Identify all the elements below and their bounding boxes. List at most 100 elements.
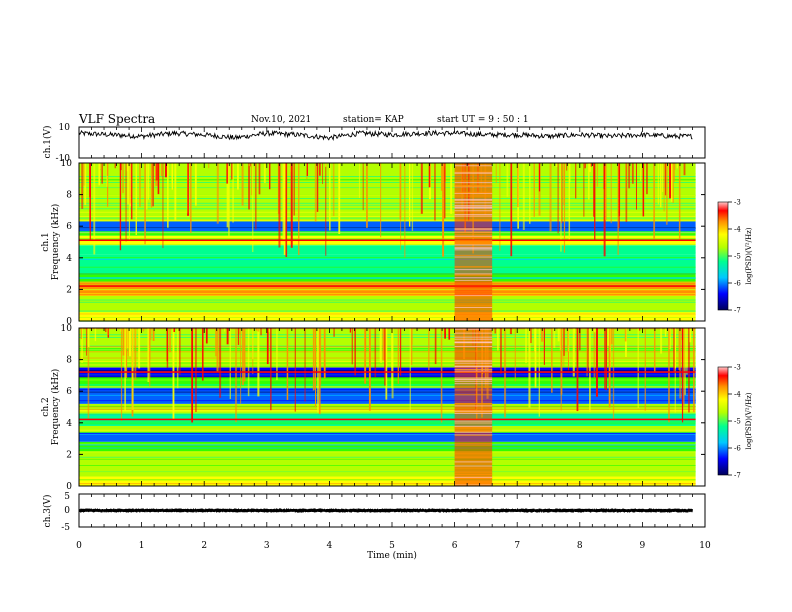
impulsive-event — [663, 163, 665, 212]
impulsive-event — [676, 163, 679, 169]
impulsive-event — [444, 328, 446, 339]
burst-streak — [454, 379, 493, 381]
burst-streak — [454, 427, 493, 429]
impulsive-event — [428, 328, 430, 371]
colorbar-tick-label: -5 — [734, 253, 741, 261]
impulsive-event — [131, 163, 133, 220]
impulsive-event — [195, 328, 197, 413]
burst-streak — [454, 456, 493, 458]
burst-streak — [454, 341, 493, 343]
xtick-label: 7 — [514, 541, 520, 551]
burst-streak — [454, 185, 493, 187]
impulsive-event — [645, 163, 648, 195]
impulsive-event — [263, 163, 266, 183]
impulsive-event — [420, 163, 423, 214]
spectral-streak — [79, 213, 696, 214]
impulsive-event — [442, 163, 445, 257]
impulsive-event — [637, 328, 639, 408]
impulsive-event — [249, 163, 251, 167]
impulsive-event — [605, 328, 607, 391]
spectral-streak — [79, 405, 696, 407]
ch2-spectrogram-image — [79, 328, 696, 486]
impulsive-event — [98, 163, 100, 186]
spectral-streak — [79, 273, 696, 274]
impulsive-event — [533, 163, 535, 217]
impulsive-event — [208, 163, 210, 169]
impulsive-event — [664, 328, 667, 337]
ch3-waveform-ylabel: ch.3(V) — [42, 495, 53, 528]
impulsive-event — [161, 163, 162, 177]
ytick-label: 8 — [66, 356, 72, 366]
spectral-streak — [79, 304, 696, 306]
impulsive-event — [673, 328, 675, 372]
impulsive-event — [171, 163, 173, 190]
impulsive-event — [397, 328, 399, 384]
burst-streak — [454, 316, 493, 318]
impulsive-event — [635, 163, 637, 210]
narrowband-line — [79, 285, 696, 287]
impulsive-event — [385, 328, 388, 400]
impulsive-event — [586, 328, 588, 377]
burst-streak — [454, 312, 493, 314]
impulsive-event — [128, 163, 130, 240]
impulsive-event — [247, 328, 250, 397]
spectral-streak — [79, 287, 696, 289]
burst-streak — [454, 350, 493, 352]
spectral-streak — [79, 328, 696, 330]
burst-streak — [454, 370, 493, 372]
spectral-streak — [79, 313, 696, 315]
spectral-streak — [79, 206, 696, 208]
impulsive-event — [251, 163, 253, 196]
time-axis-labels: 0 1 2 3 4 5 6 7 8 9 10 — [76, 541, 711, 551]
spectral-streak — [79, 181, 696, 182]
impulsive-event — [152, 328, 155, 341]
impulsive-event — [500, 328, 502, 374]
impulsive-event — [317, 328, 319, 413]
time-axis-ticks — [78, 127, 706, 527]
impulsive-event — [248, 163, 251, 210]
impulsive-event — [653, 163, 656, 240]
impulsive-event — [585, 163, 588, 165]
start-time-label: start UT = 9 : 50 : 1 — [437, 115, 529, 125]
impulsive-event — [138, 328, 141, 369]
impulsive-event — [642, 163, 645, 217]
spectral-streak — [79, 208, 696, 210]
impulsive-event — [194, 163, 197, 206]
ytick-label: 2 — [66, 285, 72, 295]
station-label: station= KAP — [343, 115, 404, 125]
spectral-streak — [79, 303, 696, 305]
impulsive-event — [593, 328, 596, 378]
impulsive-event — [568, 163, 571, 245]
impulsive-event — [559, 328, 561, 351]
burst-streak — [454, 214, 493, 216]
impulsive-event — [376, 163, 378, 165]
impulsive-event — [661, 163, 664, 192]
impulsive-event — [122, 328, 125, 356]
spectral-streak — [79, 294, 696, 296]
spectral-streak — [79, 227, 696, 229]
impulsive-event — [688, 328, 690, 413]
spectral-band — [79, 221, 696, 231]
impulsive-event — [603, 163, 606, 257]
impulsive-event — [552, 328, 554, 330]
impulsive-event — [625, 163, 628, 223]
burst-streak — [454, 288, 493, 290]
burst-streak — [454, 476, 493, 478]
impulsive-event — [509, 328, 512, 335]
impulsive-event — [657, 163, 660, 205]
impulsive-event — [93, 163, 96, 255]
impulsive-event — [290, 163, 293, 248]
burst-streak — [454, 277, 493, 279]
colorbar-tick-label: -3 — [734, 364, 741, 372]
ch1-colorbar-label: log(PSD)(V²/Hz) — [745, 227, 753, 284]
spectral-band — [79, 476, 696, 486]
ch1-spectrogram-ylabel-frequency: Frequency (kHz) — [50, 204, 61, 281]
impulsive-event — [148, 328, 151, 387]
burst-streak — [454, 304, 493, 306]
colorbar-tick-label: -3 — [734, 199, 741, 207]
colorbar-tick-label: -4 — [734, 226, 741, 234]
impulsive-event — [169, 328, 171, 353]
impulsive-event — [563, 328, 565, 367]
ytick-label: 6 — [66, 387, 72, 397]
impulsive-event — [572, 328, 575, 377]
